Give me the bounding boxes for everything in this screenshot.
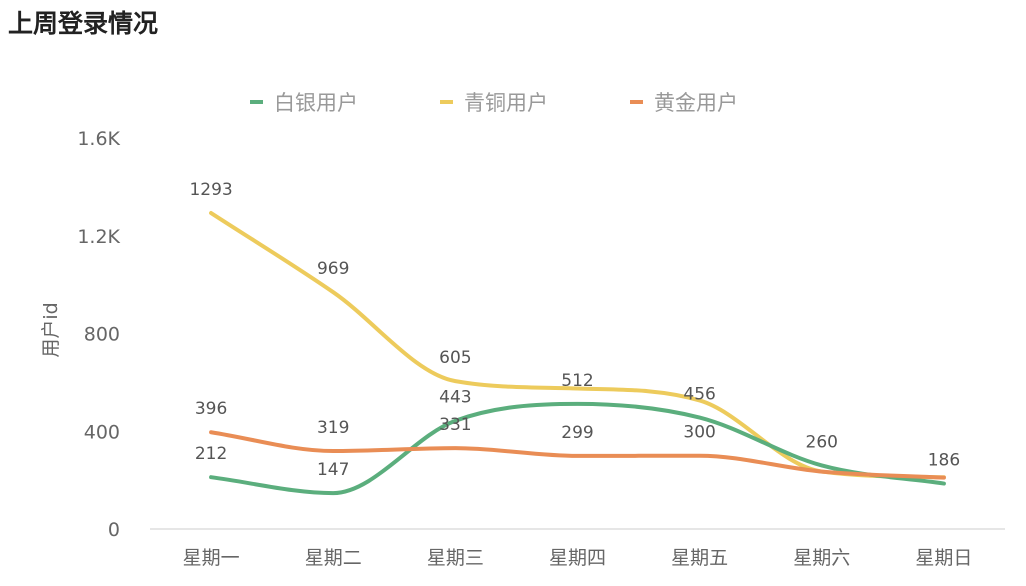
legend-swatch [440, 100, 453, 104]
data-label: 605 [439, 348, 471, 368]
data-label: 331 [439, 415, 471, 435]
x-tick-label: 星期三 [427, 547, 484, 569]
y-tick-label: 1.2K [77, 226, 120, 248]
series-line-0 [209, 401, 946, 496]
y-tick-label: 400 [84, 421, 120, 443]
x-tick-label: 星期二 [305, 547, 362, 569]
legend-swatch [250, 100, 263, 104]
data-label: 299 [561, 423, 593, 443]
y-axis-title: 用户id [40, 302, 62, 357]
data-label: 212 [195, 444, 227, 464]
data-label: 456 [683, 385, 715, 405]
data-label: 512 [561, 371, 593, 391]
data-label: 186 [928, 451, 960, 471]
data-label: 969 [317, 259, 349, 279]
series-line-2 [209, 430, 946, 480]
y-tick-label: 1.6K [77, 128, 120, 150]
data-label: 147 [317, 460, 349, 480]
page-title: 上周登录情况 [8, 9, 159, 38]
x-tick-label: 星期一 [183, 547, 240, 569]
data-label: 300 [683, 423, 715, 443]
y-tick-label: 0 [108, 519, 120, 541]
x-tick-label: 星期五 [671, 547, 728, 569]
data-label: 396 [195, 399, 227, 419]
data-label: 1293 [189, 180, 232, 200]
x-tick-label: 星期日 [915, 547, 972, 569]
legend-swatch [630, 100, 643, 104]
x-tick-label: 星期四 [549, 547, 606, 569]
legend-label: 白银用户 [274, 91, 358, 115]
legend-label: 青铜用户 [464, 91, 548, 115]
legend-label: 黄金用户 [654, 91, 738, 115]
data-label: 443 [439, 388, 471, 408]
y-tick-label: 800 [84, 324, 120, 346]
x-tick-label: 星期六 [793, 547, 850, 569]
data-label: 260 [806, 432, 838, 452]
data-label: 319 [317, 418, 349, 438]
